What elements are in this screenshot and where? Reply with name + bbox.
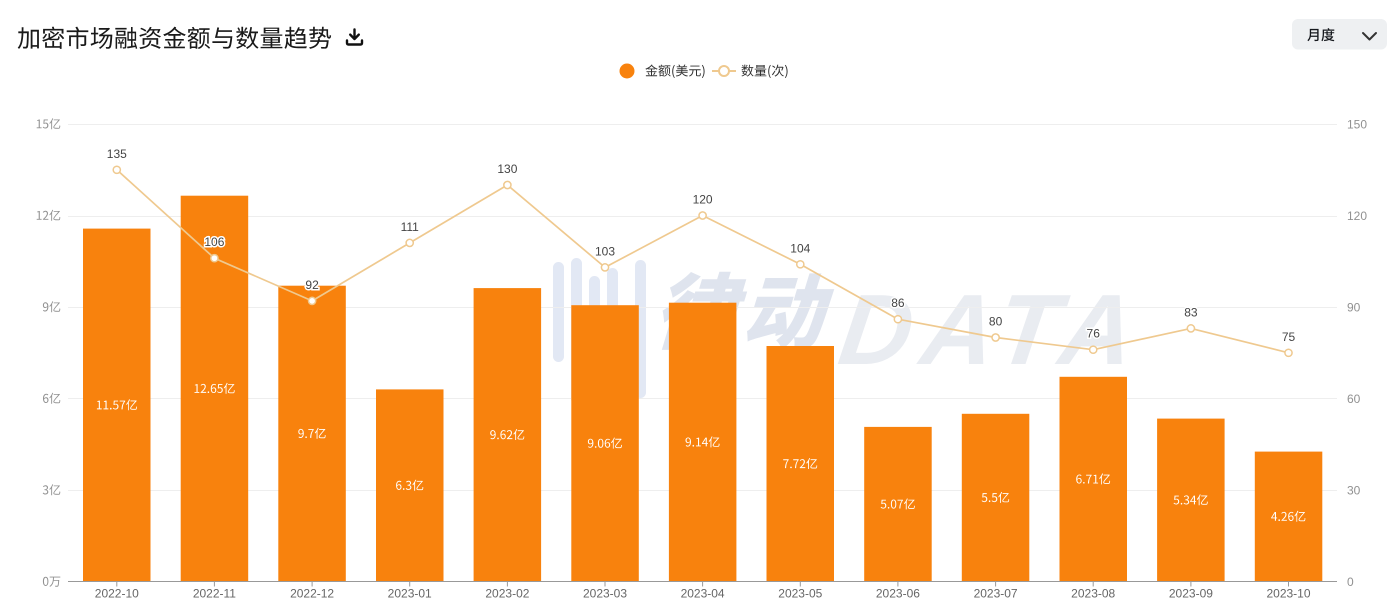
svg-text:0: 0 [1347, 575, 1354, 589]
svg-text:2023-05: 2023-05 [778, 587, 822, 601]
svg-text:2023-10: 2023-10 [1266, 587, 1310, 601]
svg-text:2023-08: 2023-08 [1071, 587, 1115, 601]
svg-text:83: 83 [1184, 305, 1198, 319]
svg-text:2022-11: 2022-11 [193, 587, 236, 601]
svg-text:135: 135 [107, 147, 127, 161]
svg-text:60: 60 [1347, 392, 1361, 406]
svg-text:130: 130 [497, 162, 517, 176]
svg-text:2023-06: 2023-06 [876, 587, 920, 601]
svg-text:111: 111 [401, 220, 420, 234]
svg-text:80: 80 [989, 315, 1003, 329]
svg-text:150: 150 [1347, 117, 1367, 131]
svg-text:104: 104 [790, 241, 810, 255]
svg-text:120: 120 [1347, 209, 1367, 223]
svg-text:2023-04: 2023-04 [681, 587, 725, 601]
svg-text:103: 103 [595, 244, 615, 258]
svg-text:120: 120 [693, 193, 713, 207]
svg-text:DATA: DATA [833, 274, 1152, 385]
svg-text:86: 86 [891, 296, 905, 310]
svg-text:92: 92 [305, 278, 319, 292]
svg-text:30: 30 [1347, 483, 1361, 497]
svg-text:76: 76 [1087, 327, 1101, 341]
svg-text:75: 75 [1282, 330, 1296, 344]
svg-text:106: 106 [204, 235, 224, 249]
svg-text:90: 90 [1347, 300, 1361, 314]
svg-text:2023-09: 2023-09 [1169, 587, 1213, 601]
svg-text:2023-02: 2023-02 [485, 587, 529, 601]
svg-text:2022-10: 2022-10 [95, 587, 139, 601]
svg-text:2023-01: 2023-01 [388, 587, 432, 601]
svg-text:2023-03: 2023-03 [583, 587, 627, 601]
svg-text:2023-07: 2023-07 [974, 587, 1018, 601]
svg-text:2022-12: 2022-12 [290, 587, 334, 601]
